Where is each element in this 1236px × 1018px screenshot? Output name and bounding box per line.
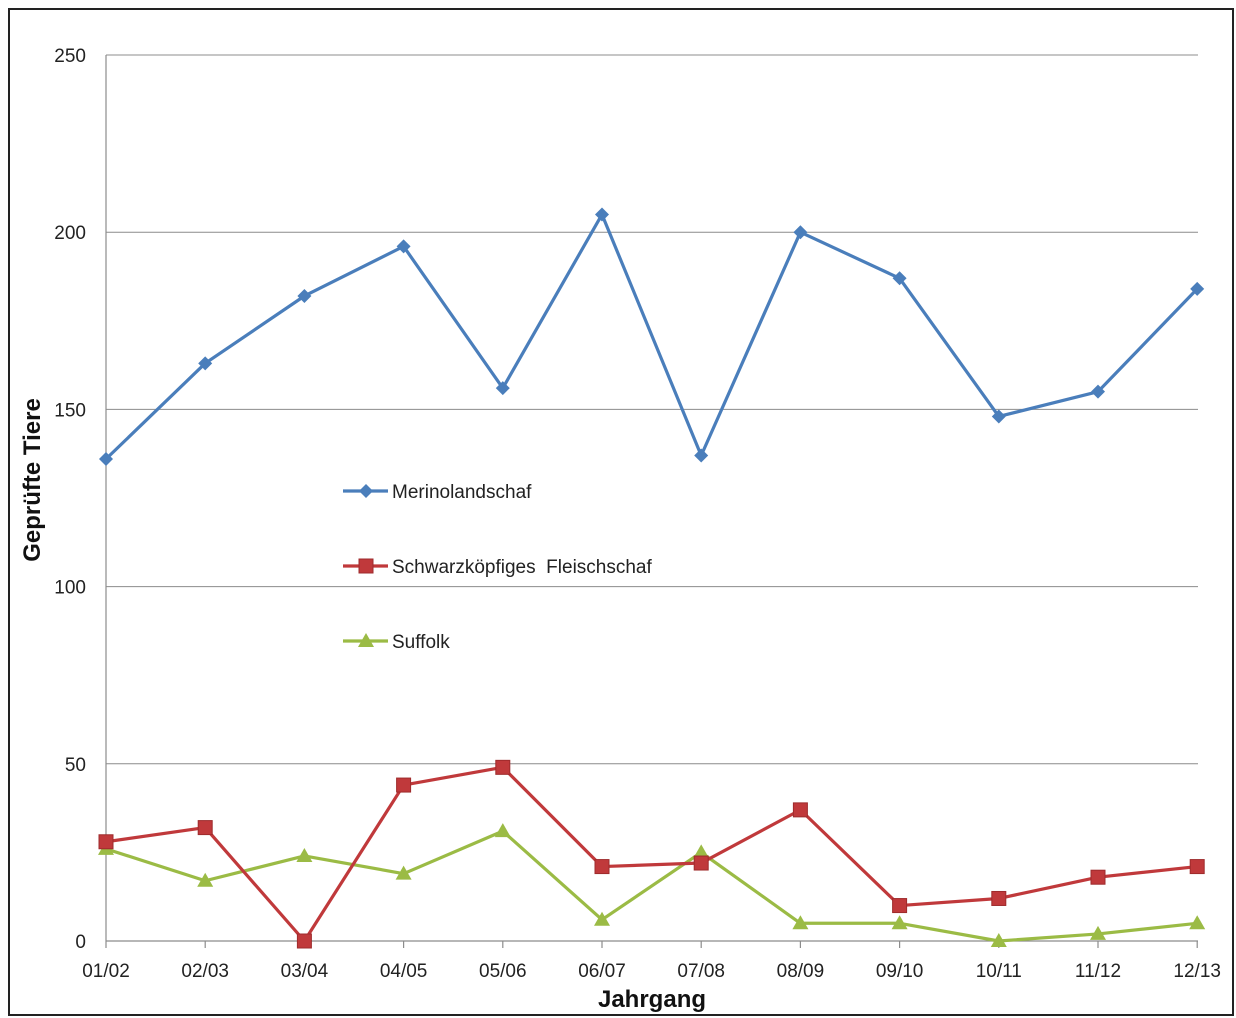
y-tick-label: 250	[54, 46, 86, 67]
x-tick-label: 12/13	[1173, 961, 1221, 982]
data-point-square	[98, 834, 114, 850]
data-point-diamond	[396, 239, 411, 254]
x-tick-label: 03/04	[281, 961, 329, 982]
gridlines	[106, 54, 1198, 765]
legend: Merinolandschaf Schwarzköpfiges Fleischsc…	[343, 482, 652, 653]
data-point-square	[358, 558, 374, 574]
data-point-triangle	[792, 915, 809, 930]
legend-label: Schwarzköpfiges Fleischschaf	[392, 557, 652, 578]
data-point-square	[792, 802, 808, 818]
data-point-triangle	[494, 823, 511, 838]
series-layer	[98, 207, 1206, 949]
data-point-diamond	[1091, 384, 1105, 399]
data-point-diamond	[297, 288, 312, 303]
series-diamond	[99, 207, 1205, 467]
data-point-diamond	[991, 409, 1006, 424]
data-point-square	[892, 898, 908, 914]
x-tick-label: 01/02	[82, 961, 130, 982]
data-point-square	[396, 777, 412, 793]
series-square	[98, 759, 1205, 949]
series-line	[105, 829, 1198, 943]
data-point-triangle	[693, 844, 710, 859]
data-point-diamond	[595, 207, 609, 222]
data-point-diamond	[1190, 281, 1205, 296]
data-point-triangle	[990, 933, 1007, 947]
legend-item: Merinolandschaf	[343, 482, 532, 503]
y-axis-title: Geprüfte Tiere	[19, 398, 46, 562]
series-line	[105, 765, 1198, 943]
x-tick-label: 05/06	[479, 961, 527, 982]
data-point-square	[1090, 869, 1106, 885]
data-point-square	[495, 759, 511, 775]
data-point-diamond	[892, 271, 907, 286]
y-tick-labels: 0 50 100 150 200 250	[54, 46, 86, 953]
y-tick-label: 200	[54, 223, 86, 244]
data-point-square	[296, 933, 312, 949]
data-point-diamond	[793, 225, 808, 240]
data-point-triangle	[1189, 915, 1206, 930]
data-point-diamond	[359, 484, 373, 498]
data-point-triangle	[891, 915, 908, 930]
data-point-square	[594, 859, 610, 875]
y-tick-label: 100	[54, 578, 86, 599]
data-point-diamond	[99, 452, 113, 467]
x-tick-label: 11/12	[1075, 961, 1121, 982]
y-tick-label: 150	[54, 400, 86, 421]
chart-frame	[8, 8, 1234, 1016]
legend-label: Merinolandschaf	[392, 482, 532, 503]
legend-item: Suffolk	[343, 632, 450, 653]
data-point-triangle	[1090, 925, 1106, 940]
x-tick-label: 08/09	[777, 961, 825, 982]
data-point-triangle	[358, 633, 374, 647]
data-point-triangle	[395, 865, 412, 880]
x-tick-label: 07/08	[677, 961, 725, 982]
y-tick-label: 50	[65, 755, 86, 776]
data-point-square	[197, 820, 213, 836]
x-tick-labels: 01/02 02/03 03/04 04/05 05/06 06/07 07/08 08/09…	[82, 961, 1221, 982]
series-line	[104, 212, 1199, 461]
data-point-triangle	[197, 872, 214, 887]
x-tick-label: 10/11	[976, 961, 1022, 982]
data-point-square	[693, 855, 709, 871]
series-triangle	[98, 823, 1206, 947]
data-point-diamond	[694, 448, 709, 463]
legend-item: Schwarzköpfiges Fleischschaf	[343, 557, 652, 578]
data-point-square	[1189, 859, 1205, 875]
x-tick-label: 02/03	[181, 961, 229, 982]
x-axis-title: Jahrgang	[598, 986, 706, 1013]
axes	[105, 55, 1198, 948]
x-tick-label: 09/10	[876, 961, 924, 982]
legend-label: Suffolk	[392, 632, 450, 653]
x-tick-label: 06/07	[578, 961, 626, 982]
data-point-triangle	[594, 911, 610, 926]
data-point-diamond	[198, 356, 213, 371]
data-point-triangle	[296, 847, 313, 862]
data-point-diamond	[495, 381, 510, 396]
data-point-square	[991, 890, 1007, 906]
x-tick-label: 04/05	[380, 961, 428, 982]
y-tick-label: 0	[75, 932, 86, 953]
